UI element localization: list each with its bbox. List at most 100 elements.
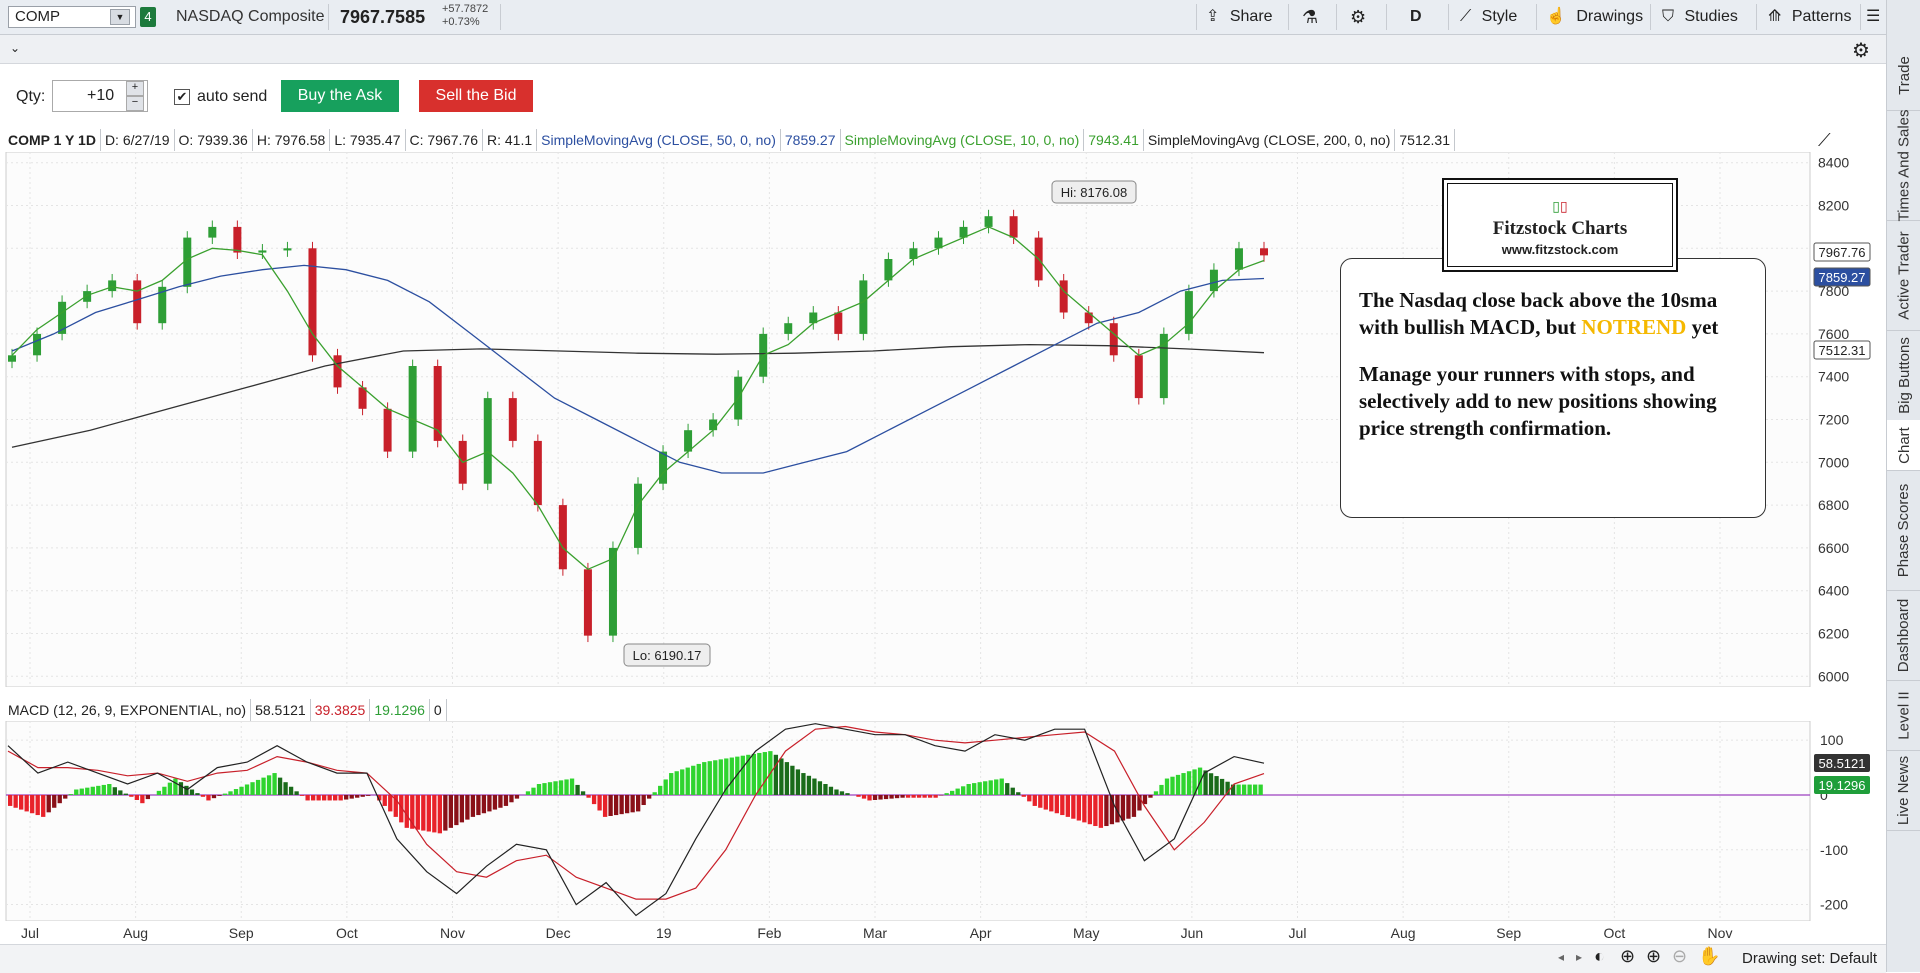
macd-histogram-bar: [173, 779, 177, 795]
tab-phase-scores[interactable]: Phase Scores: [1887, 470, 1920, 591]
chart-settings-gear-icon[interactable]: ⚙: [1852, 38, 1870, 63]
buy-the-ask-button[interactable]: Buy the Ask: [281, 80, 399, 112]
macd-histogram-bar: [14, 795, 18, 808]
tab-label: Big Buttons: [1896, 337, 1913, 414]
chart-title: COMP 1 Y 1D: [4, 129, 101, 151]
candle-body: [859, 280, 867, 334]
macd-histogram-bar: [47, 795, 51, 812]
macd-histogram-bar: [1027, 795, 1031, 801]
macd-histogram-bar: [212, 795, 216, 798]
candle-body: [659, 452, 667, 484]
tab-label: Trade: [1896, 56, 1913, 95]
qty-decrement-button[interactable]: −: [126, 96, 144, 111]
menu-icon[interactable]: ☰: [1866, 4, 1880, 30]
tab-label: Times And Sales: [1896, 109, 1913, 221]
sma10-label: SimpleMovingAvg (CLOSE, 10, 0, no): [841, 129, 1085, 151]
macd-histogram-bar: [630, 795, 634, 812]
settings-gear-icon[interactable]: ⚙: [1350, 4, 1366, 30]
macd-histogram-bar: [967, 784, 971, 795]
style-button[interactable]: ⟋ Style: [1460, 4, 1517, 30]
macd-histogram-bar: [30, 795, 34, 813]
macd-histogram-bar: [1038, 795, 1042, 808]
macd-histogram-bar: [983, 781, 987, 795]
zoom-fit-icon[interactable]: ◐: [1594, 946, 1605, 967]
collapse-chevron-icon[interactable]: ⌄: [10, 41, 20, 55]
scroll-right-icon[interactable]: ▸: [1576, 950, 1582, 964]
tab-big-buttons[interactable]: Big Buttons: [1887, 330, 1920, 421]
drawing-set-selector[interactable]: Drawing set: Default: [1742, 950, 1877, 967]
candle-body: [258, 250, 266, 252]
macd-histogram-bar: [1099, 795, 1103, 828]
link-group-badge[interactable]: 4: [140, 7, 156, 27]
tab-active-trader[interactable]: Active Trader: [1887, 220, 1920, 331]
tab-live-news[interactable]: Live News: [1887, 750, 1920, 831]
time-tick-label: Dec: [546, 925, 571, 941]
tab-level-ii[interactable]: Level II: [1887, 680, 1920, 751]
macd-histogram-bar: [217, 795, 221, 796]
axis-price-label-text: 7512.31: [1819, 343, 1866, 358]
macd-histogram-bar: [873, 795, 877, 800]
price-tick-label: 7000: [1818, 454, 1849, 470]
share-button[interactable]: ⇪ Share: [1206, 4, 1273, 30]
macd-histogram-bar: [107, 784, 111, 795]
chart-expand-icon[interactable]: ⟋: [1818, 130, 1831, 151]
macd-histogram-bar: [818, 781, 822, 795]
qty-increment-button[interactable]: +: [126, 81, 144, 96]
macd-histogram-bar: [256, 780, 260, 795]
candle-body: [1060, 280, 1068, 312]
tab-label: Level II: [1896, 691, 1913, 739]
tab-times-and-sales[interactable]: Times And Sales: [1887, 110, 1920, 221]
candle-body: [609, 548, 617, 636]
flask-icon[interactable]: ⚗: [1302, 4, 1318, 30]
macd-histogram-bar: [625, 795, 629, 813]
commentary-box: The Nasdaq close back above the 10sma wi…: [1340, 258, 1766, 518]
crosshair-icon[interactable]: ⊕: [1620, 946, 1635, 967]
zoom-in-icon[interactable]: ⊕: [1646, 946, 1661, 967]
chart-close: C: 7967.76: [406, 129, 484, 151]
auto-send-checkbox[interactable]: ✔: [174, 89, 190, 105]
macd-histogram-bar: [994, 779, 998, 795]
sell-the-bid-button[interactable]: Sell the Bid: [419, 80, 533, 112]
chart-header: COMP 1 Y 1D D: 6/27/19 O: 7939.36 H: 797…: [4, 129, 1455, 151]
macd-histogram-bar: [195, 793, 199, 795]
macd-histogram-bar: [867, 795, 871, 800]
time-tick-label: Sep: [229, 925, 254, 941]
tab-trade[interactable]: Trade: [1887, 40, 1920, 111]
macd-histogram-bar: [597, 795, 601, 811]
macd-histogram-bar: [1011, 788, 1015, 795]
studies-button[interactable]: ⛉ Studies: [1662, 4, 1738, 30]
drawings-button[interactable]: ☝ Drawings: [1546, 4, 1643, 30]
zoom-out-icon[interactable]: ⊖: [1672, 946, 1687, 967]
low-annotation: Lo: 6190.17: [624, 644, 710, 666]
macd-histogram-bar: [1148, 795, 1152, 798]
scroll-left-icon[interactable]: ◂: [1558, 950, 1564, 964]
time-tick-label: Nov: [440, 925, 465, 941]
macd-axis-label-text: 58.5121: [1819, 756, 1866, 771]
macd-histogram-bar: [1220, 779, 1224, 795]
macd-histogram-bar: [493, 795, 497, 810]
macd-histogram-bar: [135, 795, 139, 800]
macd-histogram-bar: [361, 795, 365, 797]
chart-low: L: 7935.47: [330, 129, 405, 151]
macd-histogram-bar: [1049, 795, 1053, 811]
macd-histogram-bar: [432, 795, 436, 832]
chart-open: O: 7939.36: [175, 129, 253, 151]
macd-histogram-bar: [1176, 775, 1180, 795]
tab-chart[interactable]: Chart: [1887, 420, 1920, 471]
macd-histogram-bar: [559, 780, 563, 795]
macd-histogram-bar: [190, 789, 194, 794]
candle-body: [559, 505, 567, 569]
patterns-button[interactable]: ⟰ Patterns: [1768, 4, 1851, 30]
period-button[interactable]: D: [1410, 4, 1422, 30]
macd-histogram-bar: [653, 792, 657, 795]
macd-histogram-bar: [1209, 773, 1213, 795]
candle-body: [1235, 248, 1243, 269]
symbol-dropdown-button[interactable]: ▼: [110, 9, 130, 25]
high-annotation: Hi: 8176.08: [1052, 181, 1136, 203]
macd-histogram-bar: [1187, 771, 1191, 795]
pan-hand-icon[interactable]: ✋: [1698, 946, 1720, 967]
macd-histogram-bar: [680, 769, 684, 795]
time-tick-label: Jul: [21, 925, 39, 941]
tab-dashboard[interactable]: Dashboard: [1887, 590, 1920, 681]
